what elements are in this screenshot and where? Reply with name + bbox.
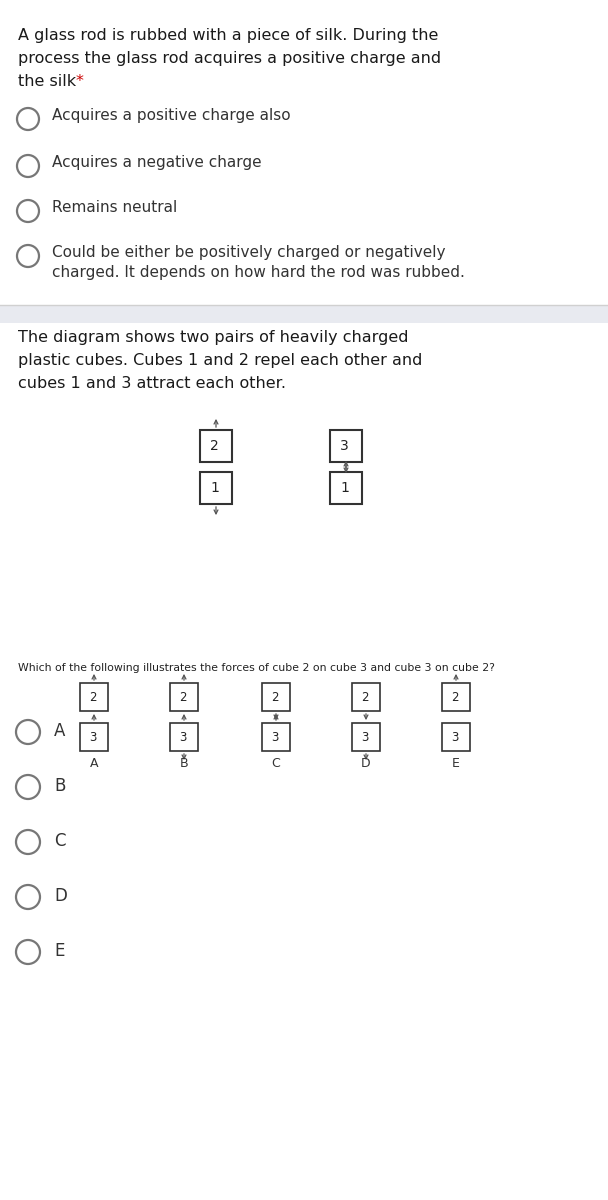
Text: 3: 3 — [89, 731, 97, 744]
Bar — [330, 472, 362, 504]
Text: C: C — [272, 757, 280, 770]
Text: 3: 3 — [271, 731, 278, 744]
Bar — [80, 683, 108, 710]
Text: 1: 1 — [210, 481, 219, 494]
Bar — [330, 430, 362, 462]
Text: D: D — [54, 887, 67, 905]
Text: A glass rod is rubbed with a piece of silk. During the: A glass rod is rubbed with a piece of si… — [18, 28, 438, 43]
Text: 2: 2 — [89, 691, 97, 704]
Text: 3: 3 — [361, 731, 368, 744]
Text: *: * — [75, 74, 83, 89]
Bar — [170, 722, 198, 751]
Text: 3: 3 — [179, 731, 187, 744]
Text: E: E — [452, 757, 460, 770]
Bar — [200, 472, 232, 504]
Text: charged. It depends on how hard the rod was rubbed.: charged. It depends on how hard the rod … — [52, 265, 465, 280]
Text: D: D — [361, 757, 371, 770]
Bar — [262, 683, 290, 710]
Bar — [200, 430, 232, 462]
Bar — [170, 683, 198, 710]
Bar — [442, 683, 470, 710]
Text: 2: 2 — [271, 691, 278, 704]
Text: Which of the following illustrates the forces of cube 2 on cube 3 and cube 3 on : Which of the following illustrates the f… — [18, 662, 495, 673]
Text: B: B — [180, 757, 188, 770]
Bar — [0, 305, 608, 323]
Text: B: B — [54, 778, 66, 794]
Bar — [352, 722, 380, 751]
Text: 1: 1 — [340, 481, 349, 494]
Text: 3: 3 — [340, 439, 349, 452]
Text: 2: 2 — [361, 691, 368, 704]
Text: Acquires a negative charge: Acquires a negative charge — [52, 155, 261, 170]
Text: A: A — [54, 722, 66, 740]
Text: 3: 3 — [451, 731, 458, 744]
Text: C: C — [54, 832, 66, 850]
Bar — [442, 722, 470, 751]
Bar — [262, 722, 290, 751]
Text: cubes 1 and 3 attract each other.: cubes 1 and 3 attract each other. — [18, 376, 286, 391]
Text: 2: 2 — [210, 439, 219, 452]
Text: Remains neutral: Remains neutral — [52, 200, 178, 215]
Text: plastic cubes. Cubes 1 and 2 repel each other and: plastic cubes. Cubes 1 and 2 repel each … — [18, 353, 423, 368]
Text: A: A — [90, 757, 98, 770]
Text: the silk: the silk — [18, 74, 81, 89]
Text: process the glass rod acquires a positive charge and: process the glass rod acquires a positiv… — [18, 50, 441, 66]
Text: Could be either be positively charged or negatively: Could be either be positively charged or… — [52, 245, 446, 260]
Text: 2: 2 — [451, 691, 458, 704]
Text: 2: 2 — [179, 691, 187, 704]
Text: Acquires a positive charge also: Acquires a positive charge also — [52, 108, 291, 122]
Text: E: E — [54, 942, 64, 960]
Bar — [352, 683, 380, 710]
Text: The diagram shows two pairs of heavily charged: The diagram shows two pairs of heavily c… — [18, 330, 409, 346]
Bar — [80, 722, 108, 751]
